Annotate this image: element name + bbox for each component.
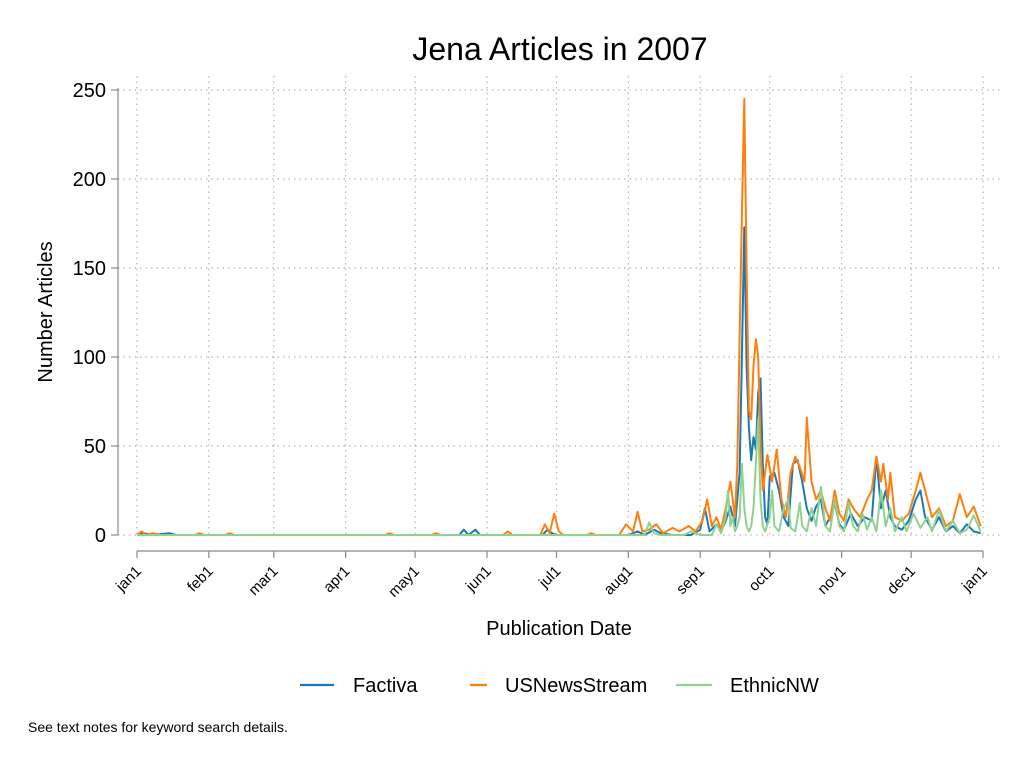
y-tick-label: 250 bbox=[73, 80, 106, 102]
y-axis-label: Number Articles bbox=[35, 241, 57, 382]
x-tick-label: jan1 bbox=[112, 563, 145, 596]
legend-label-factiva: Factiva bbox=[353, 675, 418, 697]
grid bbox=[118, 76, 1000, 536]
x-tick-label: jan1 bbox=[958, 563, 991, 596]
series-layer bbox=[136, 97, 982, 536]
x-tick-label: oct1 bbox=[746, 563, 778, 595]
y-tick-label: 100 bbox=[73, 347, 106, 369]
x-axis-label: Publication Date bbox=[486, 618, 632, 640]
series-line-factiva bbox=[136, 226, 981, 536]
series-line-ethnicnw bbox=[137, 418, 982, 536]
legend-label-ethnicnw: EthnicNW bbox=[730, 675, 819, 697]
x-tick-label: sep1 bbox=[673, 563, 708, 598]
x-tick-label: mar1 bbox=[245, 563, 281, 599]
x-tick-label: feb1 bbox=[184, 563, 217, 596]
x-tick-label: jul1 bbox=[535, 563, 564, 592]
series-line-usnewsstream bbox=[136, 97, 982, 536]
y-tick-label: 150 bbox=[73, 258, 106, 280]
x-tick-label: aug1 bbox=[601, 563, 637, 599]
x-tick-label: may1 bbox=[385, 563, 423, 601]
chart-title: Jena Articles in 2007 bbox=[412, 31, 707, 67]
legend-label-usnewsstream: USNewsStream bbox=[505, 675, 647, 697]
y-tick-label: 50 bbox=[84, 436, 106, 458]
x-tick-label: dec1 bbox=[884, 563, 919, 598]
x-tick-label: jun1 bbox=[462, 563, 495, 596]
legend: Factiva USNewsStream EthnicNW bbox=[300, 675, 819, 697]
x-tick-label: nov1 bbox=[814, 563, 849, 598]
y-tick-label: 200 bbox=[73, 169, 106, 191]
x-tick-label: apr1 bbox=[320, 563, 353, 596]
footnote: See text notes for keyword search detail… bbox=[28, 719, 288, 735]
y-tick-label: 0 bbox=[95, 525, 106, 547]
